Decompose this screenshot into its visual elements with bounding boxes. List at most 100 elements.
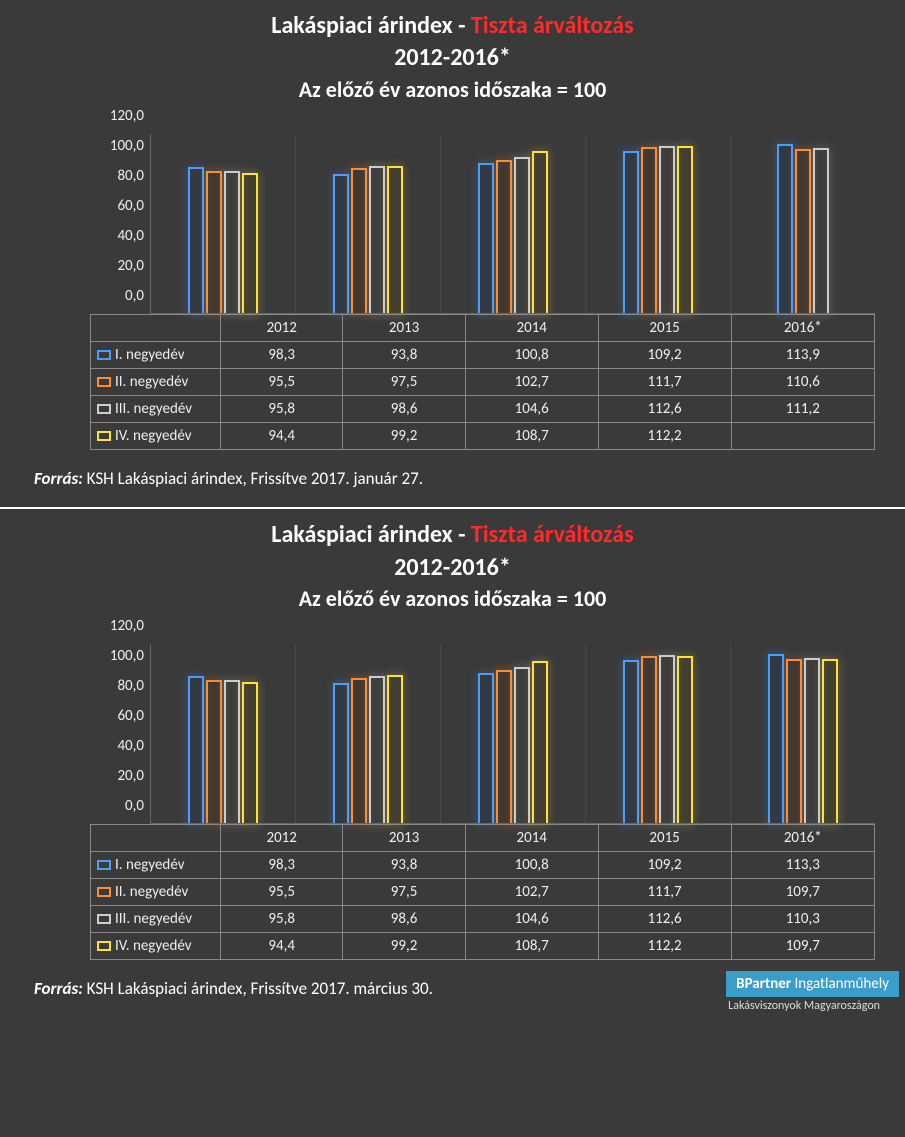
legend-swatch-icon — [97, 377, 111, 387]
chart-plot-bottom: 0,020,040,060,080,0100,0120,0 — [90, 644, 875, 824]
bar — [224, 171, 240, 314]
data-cell: 102,7 — [465, 878, 598, 905]
bar — [188, 167, 204, 314]
data-cell: 109,2 — [598, 342, 731, 369]
y-tick-label: 40,0 — [117, 737, 144, 755]
bar — [768, 654, 784, 823]
category-header: 2016* — [731, 824, 874, 851]
data-cell: 108,7 — [465, 423, 598, 450]
y-axis: 0,020,040,060,080,0100,0120,0 — [90, 644, 150, 824]
legend-label: I. negyedév — [115, 856, 184, 874]
bar — [623, 151, 639, 314]
legend-cell: II. negyedév — [91, 878, 221, 905]
data-cell: 111,2 — [731, 396, 874, 423]
legend-swatch-icon — [97, 350, 111, 360]
legend-label: III. negyedév — [115, 400, 192, 418]
bar — [351, 168, 367, 313]
source-text: KSH Lakáspiaci árindex, Frissítve 2017. … — [83, 468, 423, 489]
legend-cell: IV. negyedév — [91, 932, 221, 959]
watermark-sub: Lakásviszonyok Magyaroszágon — [726, 997, 899, 1013]
data-cell: 108,7 — [465, 932, 598, 959]
y-tick-label: 20,0 — [117, 767, 144, 785]
bar — [351, 678, 367, 823]
y-tick-label: 60,0 — [117, 197, 144, 215]
bar — [804, 658, 820, 823]
data-cell: 99,2 — [343, 932, 465, 959]
bar — [532, 661, 548, 823]
legend-label: IV. negyedév — [115, 937, 192, 955]
bar — [641, 147, 657, 314]
data-cell: 93,8 — [343, 851, 465, 878]
bar — [532, 151, 548, 313]
bar — [777, 144, 793, 314]
data-cell: 112,2 — [598, 423, 731, 450]
y-tick-label: 60,0 — [117, 707, 144, 725]
title-line2: 2012-2016* — [30, 552, 875, 584]
data-cell: 112,6 — [598, 905, 731, 932]
table-row: IV. negyedév94,499,2108,7112,2 — [91, 423, 875, 450]
bar-group — [441, 644, 586, 823]
legend-label: II. negyedév — [115, 883, 188, 901]
y-tick-label: 120,0 — [110, 107, 144, 125]
data-cell: 112,6 — [598, 396, 731, 423]
bar-group — [296, 644, 441, 823]
bar — [659, 655, 675, 823]
bar — [677, 146, 693, 313]
data-cell: 104,6 — [465, 396, 598, 423]
data-cell: 104,6 — [465, 905, 598, 932]
category-header: 2014 — [465, 824, 598, 851]
table-corner-cell — [91, 315, 221, 342]
legend-swatch-icon — [97, 860, 111, 870]
data-cell: 111,7 — [598, 369, 731, 396]
category-header: 2013 — [343, 824, 465, 851]
data-cell: 110,3 — [731, 905, 874, 932]
watermark: BPartner Ingatlanműhely Lakásviszonyok M… — [726, 971, 899, 1013]
bar — [242, 682, 258, 823]
y-tick-label: 120,0 — [110, 617, 144, 635]
y-tick-label: 40,0 — [117, 227, 144, 245]
y-tick-label: 20,0 — [117, 257, 144, 275]
title-part2: Tiszta árváltozás — [471, 11, 634, 40]
title-line3: Az előző év azonos időszaka = 100 — [30, 584, 875, 614]
chart-plot-top: 0,020,040,060,080,0100,0120,0 — [90, 134, 875, 314]
data-cell: 112,2 — [598, 932, 731, 959]
bar-group — [151, 134, 296, 313]
data-cell: 95,5 — [221, 369, 343, 396]
title-part1: Lakáspiaci árindex - — [271, 11, 471, 40]
data-cell: 102,7 — [465, 369, 598, 396]
bar — [478, 163, 494, 313]
bar-group — [151, 644, 296, 823]
category-header: 2014 — [465, 315, 598, 342]
watermark-brand-bold: BPartner — [736, 975, 791, 993]
legend-label: II. negyedév — [115, 373, 188, 391]
table-row: I. negyedév98,393,8100,8109,2113,3 — [91, 851, 875, 878]
data-table-bottom: 20122013201420152016*I. negyedév98,393,8… — [90, 824, 875, 960]
bar — [333, 174, 349, 314]
watermark-brand-rest: Ingatlanműhely — [791, 975, 889, 993]
bar — [813, 148, 829, 314]
table-corner-cell — [91, 824, 221, 851]
legend-cell: III. negyedév — [91, 905, 221, 932]
table-header-row: 20122013201420152016* — [91, 315, 875, 342]
data-cell: 100,8 — [465, 851, 598, 878]
source-text: KSH Lakáspiaci árindex, Frissítve 2017. … — [83, 978, 433, 999]
legend-label: III. negyedév — [115, 910, 192, 928]
data-cell: 109,7 — [731, 932, 874, 959]
data-cell — [731, 423, 874, 450]
legend-cell: III. negyedév — [91, 396, 221, 423]
bar — [478, 673, 494, 823]
data-cell: 97,5 — [343, 369, 465, 396]
bar-group — [441, 134, 586, 313]
bar-group — [731, 644, 875, 823]
y-tick-label: 80,0 — [117, 677, 144, 695]
bar — [206, 171, 222, 313]
table-row: II. negyedév95,597,5102,7111,7110,6 — [91, 369, 875, 396]
data-cell: 95,8 — [221, 905, 343, 932]
bar — [387, 675, 403, 823]
data-cell: 97,5 — [343, 878, 465, 905]
bar — [369, 166, 385, 313]
source-label: Forrás: — [34, 978, 83, 999]
chart-panel-bottom: Lakáspiaci árindex - Tiszta árváltozás 2… — [0, 509, 905, 1016]
title-block: Lakáspiaci árindex - Tiszta árváltozás 2… — [30, 10, 875, 104]
legend-swatch-icon — [97, 431, 111, 441]
